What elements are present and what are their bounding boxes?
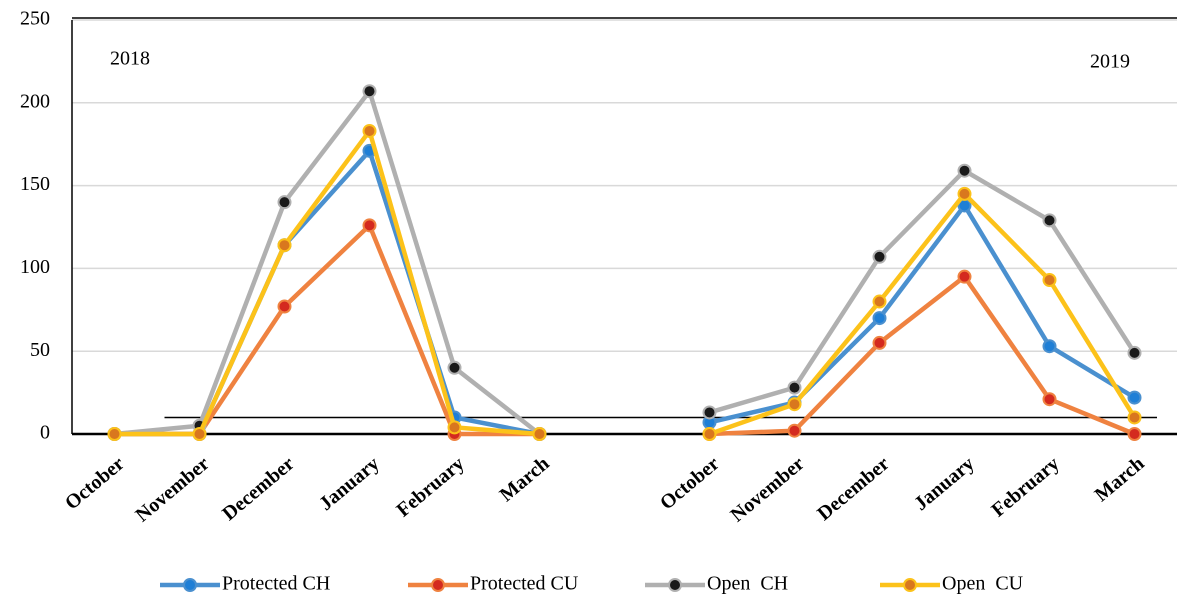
x-tick-label: February [392,452,468,521]
x-tick-label: October [656,452,724,514]
data-point [1042,272,1057,287]
data-point [362,84,377,99]
x-tick-label: January [910,452,979,515]
series-line [708,168,1137,415]
data-point [1127,410,1142,425]
x-tick-label: January [315,452,384,515]
series-line [708,203,1136,425]
series-line [114,88,541,437]
data-point [107,427,122,441]
x-tick-label: October [61,452,129,514]
y-tick-label: 200 [20,90,50,112]
x-tick-label: December [813,452,894,525]
data-point [362,123,377,138]
data-point [872,294,887,309]
series-line [114,148,540,437]
data-point [872,311,887,326]
data-point [447,360,462,375]
data-point [277,238,292,253]
data-point [1127,345,1142,360]
legend-label: Protected CH [222,573,330,595]
legend-marker [903,578,917,592]
data-point [532,427,547,441]
data-point [1127,427,1142,441]
legend-marker [431,578,445,592]
x-tick-label: November [726,452,808,526]
data-point [787,380,802,395]
data-point [1042,339,1057,354]
legend-label: Open CU [942,573,1024,595]
data-point [192,427,207,441]
legend-marker [668,578,682,592]
x-tick-label: November [131,452,213,526]
legend-label: Open CH [707,573,788,595]
data-point [702,405,717,420]
data-point [1042,392,1057,407]
series-line [709,274,1136,437]
data-point [1127,390,1142,405]
data-point [447,420,462,435]
annotation: 2019 [1090,51,1130,73]
legend-label: Protected CU [470,573,579,595]
legend-marker [183,578,197,592]
x-tick-label: March [496,452,554,506]
data-point [957,269,972,284]
series-line [114,128,540,437]
x-tick-label: March [1091,452,1149,506]
data-point [957,186,972,201]
data-point [702,427,717,441]
data-point [362,218,377,233]
data-point [872,249,887,264]
data-point [1042,213,1057,228]
series-line [114,223,540,437]
data-point [957,163,972,178]
y-tick-label: 0 [40,422,50,444]
data-point [787,423,802,438]
x-tick-label: February [987,452,1063,521]
data-point [277,195,292,210]
data-point [787,397,802,412]
annotation: 2018 [110,48,150,70]
series-line [708,191,1137,437]
y-tick-label: 250 [20,8,50,30]
x-tick-label: December [218,452,299,525]
data-point [277,299,292,314]
y-tick-label: 100 [20,256,50,278]
y-tick-label: 50 [30,339,50,361]
data-point [872,335,887,350]
y-tick-label: 150 [20,173,50,195]
